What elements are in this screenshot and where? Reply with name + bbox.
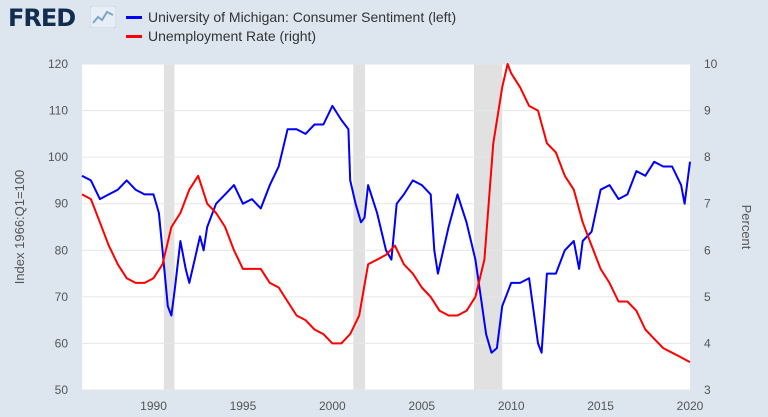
y-right-tick-label: 8 — [704, 150, 711, 164]
y-right-tick-label: 7 — [704, 197, 711, 211]
x-tick-label: 2020 — [677, 399, 704, 413]
x-tick-label: 2005 — [408, 399, 435, 413]
recession-band-0 — [163, 64, 175, 390]
y-left-tick-label: 60 — [55, 336, 69, 350]
legend-swatch-unemployment — [126, 35, 142, 38]
x-tick-label: 1990 — [140, 399, 167, 413]
series-line-sentiment — [81, 104, 691, 354]
x-axis-ticks: 1990 1995 2000 2005 2010 2015 2020 — [140, 399, 703, 413]
y-left-axis-ticks: 50 60 70 80 90 100 110 120 — [48, 57, 68, 397]
x-tick-label: 2000 — [319, 399, 346, 413]
y-right-tick-label: 5 — [704, 290, 711, 304]
recession-band-1 — [353, 64, 366, 390]
chart-line-icon — [90, 6, 116, 28]
series-lines — [81, 63, 691, 363]
y-left-tick-label: 90 — [55, 197, 69, 211]
legend-label-sentiment: University of Michigan: Consumer Sentime… — [148, 9, 457, 25]
fred-logo[interactable]: FRED — [8, 4, 76, 32]
legend-swatch-sentiment — [126, 16, 142, 19]
y-left-axis-title: Index 1966:Q1=100 — [12, 170, 27, 285]
y-left-tick-label: 50 — [55, 383, 69, 397]
y-right-tick-label: 10 — [704, 57, 718, 71]
y-right-axis-ticks: 3 4 5 6 7 8 9 10 — [704, 57, 718, 397]
series-line-unemployment — [81, 63, 691, 363]
y-right-tick-label: 3 — [704, 383, 711, 397]
y-right-axis-title: Percent — [739, 205, 754, 250]
y-right-tick-label: 4 — [704, 336, 711, 350]
y-left-tick-label: 120 — [48, 57, 68, 71]
legend-item-sentiment[interactable]: University of Michigan: Consumer Sentime… — [126, 8, 456, 27]
x-tick-label: 2010 — [498, 399, 525, 413]
y-right-tick-label: 6 — [704, 243, 711, 257]
y-right-tick-label: 9 — [704, 104, 711, 118]
fred-logo-text: FRED — [8, 4, 76, 32]
x-tick-label: 2015 — [587, 399, 614, 413]
y-left-tick-label: 110 — [49, 104, 68, 118]
gridlines — [82, 63, 690, 391]
x-tick-label: 1995 — [230, 399, 257, 413]
y-left-tick-label: 100 — [48, 150, 68, 164]
legend-label-unemployment: Unemployment Rate (right) — [148, 28, 317, 44]
legend-item-unemployment[interactable]: Unemployment Rate (right) — [126, 27, 456, 46]
y-left-tick-label: 80 — [55, 243, 69, 257]
plot-area — [82, 64, 690, 390]
y-left-tick-label: 70 — [55, 290, 69, 304]
chart-legend: University of Michigan: Consumer Sentime… — [126, 8, 456, 46]
